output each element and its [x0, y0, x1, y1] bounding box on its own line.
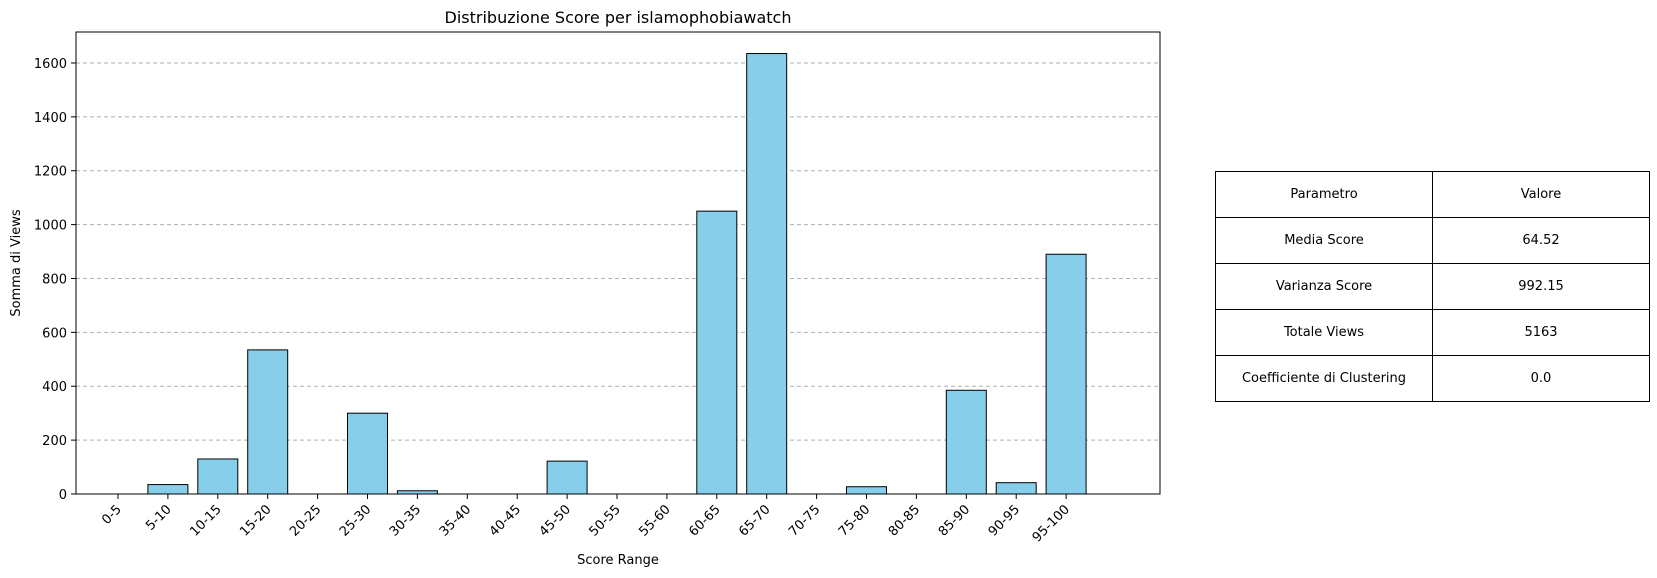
grid-lines	[76, 62, 1160, 441]
x-tick-label: 0-5	[99, 502, 125, 528]
table-cell: Totale Views	[1215, 309, 1433, 356]
table-row: Totale Views 5163	[1215, 309, 1650, 356]
x-tick-label: 55-60	[636, 502, 673, 539]
x-tick-label: 25-30	[337, 502, 374, 539]
bars	[147, 53, 1087, 495]
bar-85-90	[945, 389, 987, 495]
y-axis-label: Somma di Views	[9, 209, 24, 316]
bar-60-65	[696, 210, 738, 495]
x-tick-label: 75-80	[836, 502, 873, 539]
table-row: Media Score 64.52	[1215, 217, 1650, 264]
x-tick-label: 85-90	[936, 502, 973, 539]
x-tick-label: 30-35	[387, 502, 424, 539]
table-row: Varianza Score 992.15	[1215, 263, 1650, 310]
x-tick-label: 95-100	[1030, 502, 1073, 545]
x-tick-label: 40-45	[487, 502, 524, 539]
bar-15-20	[247, 349, 289, 495]
chart-title: Distribuzione Score per islamophobiawatc…	[445, 8, 792, 27]
table-cell: 5163	[1432, 309, 1650, 356]
bar-95-100	[1045, 253, 1087, 495]
bar-75-80	[846, 486, 887, 495]
table-cell: 64.52	[1432, 217, 1650, 264]
table-header-cell: Parametro	[1215, 171, 1433, 218]
table-cell: 0.0	[1432, 355, 1650, 402]
y-tick-label: 800	[42, 272, 67, 287]
bar-90-95	[995, 482, 1037, 495]
bar-25-30	[347, 412, 388, 495]
x-tick-label: 45-50	[537, 502, 574, 539]
y-tick-label: 0	[59, 488, 67, 503]
table-row: Coefficiente di Clustering 0.0	[1215, 355, 1650, 402]
plot-frame	[75, 31, 1161, 495]
x-tick-label: 10-15	[187, 502, 224, 539]
y-tick-label: 600	[42, 326, 67, 341]
x-tick-label: 65-70	[736, 502, 773, 539]
y-tick-label: 1200	[34, 165, 67, 180]
stats-table: Parametro Valore Media Score 64.52 Varia…	[1215, 171, 1650, 402]
table-cell: Coefficiente di Clustering	[1215, 355, 1433, 402]
x-axis-label: Score Range	[577, 553, 659, 568]
x-tick-label: 15-20	[237, 502, 274, 539]
table-cell: Media Score	[1215, 217, 1433, 264]
x-tick-label: 20-25	[287, 502, 324, 539]
y-tick-label: 400	[42, 380, 67, 395]
table-cell: 992.15	[1432, 263, 1650, 310]
y-tick-label: 1400	[34, 111, 67, 126]
table-cell: Varianza Score	[1215, 263, 1433, 310]
table-header-cell: Valore	[1432, 171, 1650, 218]
x-tick-label: 70-75	[786, 502, 823, 539]
x-tick-label: 35-40	[437, 502, 474, 539]
table-header-row: Parametro Valore	[1215, 171, 1650, 218]
y-tick-label: 1000	[34, 219, 67, 234]
x-tick-label: 80-85	[886, 502, 923, 539]
x-tick-label: 50-55	[587, 502, 624, 539]
x-tick-label: 60-65	[686, 502, 723, 539]
x-axis-ticks: 0-5 5-10 10-15 15-20 20-25 25-30 30-35 35-40 40-…	[99, 494, 1073, 545]
y-axis-ticks: 0 200 400 600 800 1000 1200 1400 1600	[34, 57, 76, 503]
x-tick-label: 90-95	[986, 502, 1023, 539]
x-tick-label: 5-10	[143, 502, 174, 533]
bar-45-50	[546, 460, 588, 495]
bar-65-70	[746, 53, 788, 495]
bar-10-15	[197, 458, 239, 495]
y-tick-label: 200	[42, 434, 67, 449]
bar-5-10	[147, 484, 189, 495]
y-tick-label: 1600	[34, 57, 67, 72]
